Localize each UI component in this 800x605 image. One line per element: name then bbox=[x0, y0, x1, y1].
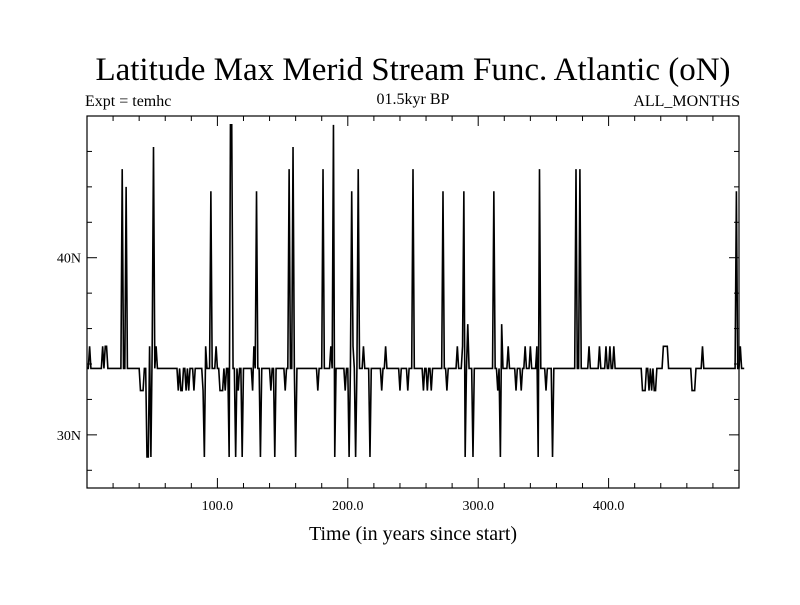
series-line bbox=[87, 124, 745, 458]
x-tick-label: 100.0 bbox=[202, 499, 234, 514]
x-axis-label: Time (in years since start) bbox=[309, 523, 517, 545]
subtitle-months: ALL_MONTHS bbox=[633, 93, 740, 110]
y-tick-label: 30N bbox=[57, 429, 81, 444]
y-tick-label: 40N bbox=[57, 252, 81, 267]
plot-frame bbox=[86, 115, 740, 489]
chart-title: Latitude Max Merid Stream Func. Atlantic… bbox=[95, 52, 730, 88]
x-tick-label: 400.0 bbox=[593, 499, 625, 514]
x-tick-label: 200.0 bbox=[332, 499, 364, 514]
plot-area: 100.0 200.0 300.0 400.0 30N 40N bbox=[57, 116, 745, 514]
subtitle-period: 01.5kyr BP bbox=[377, 91, 450, 108]
subtitle-experiment: Expt = temhc bbox=[85, 93, 171, 110]
x-tick-label: 300.0 bbox=[462, 499, 494, 514]
